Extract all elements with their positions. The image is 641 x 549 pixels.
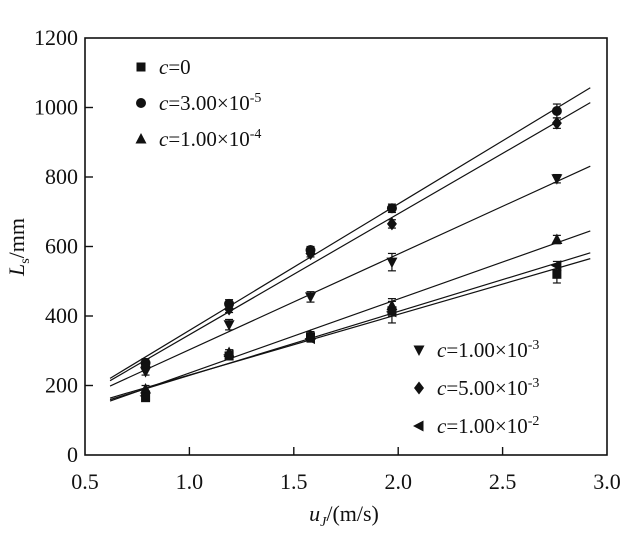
x-axis-title: uJ/(m/s): [309, 501, 379, 530]
fit-line: [109, 87, 591, 379]
x-tick-label: 0.5: [71, 469, 99, 494]
triangle-down-marker: [551, 174, 563, 185]
triangle-up-marker: [551, 233, 563, 245]
x-tick-label: 2.0: [384, 469, 412, 494]
y-tick-label: 600: [45, 234, 78, 259]
y-tick-label: 1000: [34, 95, 78, 120]
y-tick-label: 800: [45, 164, 78, 189]
triangle-left-marker: [413, 420, 424, 432]
series-c100e3: [140, 173, 563, 378]
circle-marker: [386, 203, 397, 214]
data-point: [551, 174, 563, 185]
data-point: [552, 269, 562, 279]
fit-line: [109, 252, 591, 401]
data-point: [551, 105, 562, 116]
triangle-down-marker: [223, 320, 235, 331]
triangle-left-marker: [304, 333, 316, 345]
series-c100e4: [140, 233, 563, 394]
y-tick-label: 0: [67, 442, 78, 467]
data-point: [305, 292, 317, 303]
legend-label: c=1.00×10-3: [437, 338, 539, 362]
triangle-down-marker: [305, 292, 317, 303]
x-tick-label: 1.5: [280, 469, 308, 494]
data-point: [385, 306, 397, 318]
data-point: [550, 260, 562, 272]
circle-marker: [551, 105, 562, 116]
fit-line: [109, 165, 591, 387]
data-point: [223, 349, 234, 361]
triangle-left-marker: [385, 306, 397, 318]
triangle-left-marker: [139, 390, 151, 402]
data-point: [551, 116, 562, 130]
square-marker: [552, 269, 562, 279]
legend-top-left: c=0 c=3.00×10-5 c=1.00×10-4: [135, 55, 261, 151]
data-point: [224, 302, 235, 316]
legend-label: c=1.00×10-2: [437, 414, 539, 438]
data-point: [304, 333, 316, 345]
legend-label: c=0: [159, 55, 191, 79]
x-tick-label: 3.0: [593, 469, 621, 494]
legend-bottom-right: c=1.00×10-3 c=5.00×10-3 c=1.00×10-2: [413, 338, 539, 438]
data-point: [223, 320, 235, 331]
diamond-marker: [224, 302, 235, 316]
y-tick-label: 400: [45, 303, 78, 328]
triangle-up-marker: [135, 133, 147, 144]
legend-label: c=1.00×10-4: [159, 127, 261, 151]
data-point: [140, 359, 151, 373]
diamond-marker: [386, 217, 397, 231]
data-point: [386, 203, 397, 214]
triangle-down-marker: [413, 345, 425, 356]
triangle-up-marker: [140, 382, 152, 394]
series-c500e3: [140, 116, 562, 373]
x-tick-label: 1.0: [176, 469, 204, 494]
fit-line: [109, 102, 591, 382]
diamond-marker: [305, 246, 316, 260]
x-tick-label: 2.5: [489, 469, 517, 494]
legend-label: c=5.00×10-3: [437, 376, 539, 400]
diamond-marker: [551, 116, 562, 130]
triangle-down-marker: [386, 257, 398, 269]
square-marker: [136, 62, 146, 72]
data-point: [551, 233, 563, 245]
circle-marker: [136, 98, 146, 108]
y-tick-label: 200: [45, 373, 78, 398]
y-axis-title: Ls/mm: [4, 218, 33, 277]
triangle-left-marker: [223, 349, 234, 361]
data-point: [140, 382, 152, 394]
data-point: [139, 390, 151, 402]
data-point: [386, 217, 397, 231]
fit-line: [109, 230, 591, 402]
data-point: [386, 257, 398, 269]
data-point: [305, 246, 316, 260]
y-tick-label: 1200: [34, 25, 78, 50]
legend-label: c=3.00×10-5: [159, 91, 261, 115]
series-c100e2: [139, 260, 562, 402]
diamond-marker: [140, 359, 151, 373]
triangle-left-marker: [550, 260, 562, 272]
diamond-marker: [414, 381, 424, 395]
